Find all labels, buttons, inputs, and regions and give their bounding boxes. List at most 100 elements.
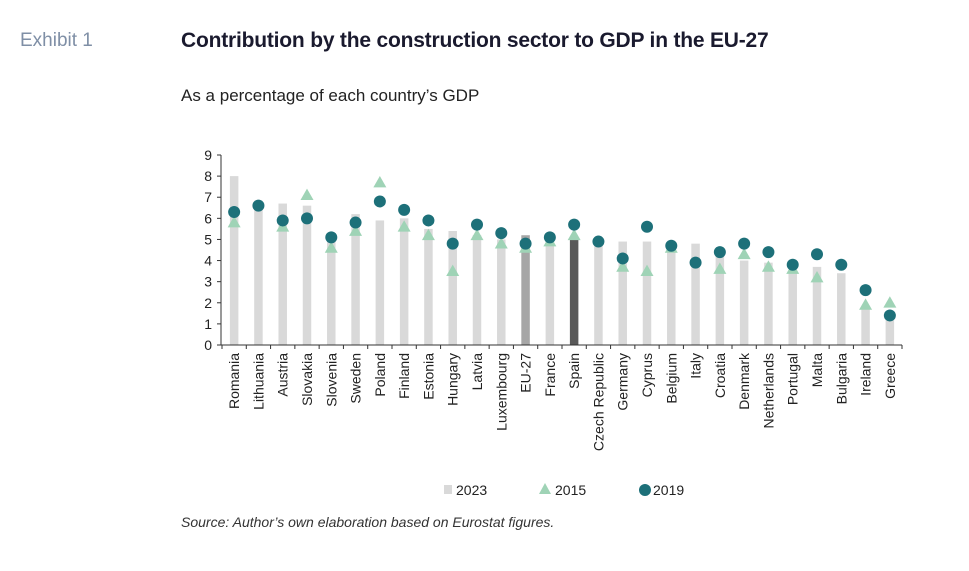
x-tick-label: Germany [615, 353, 631, 411]
point-2019 [495, 227, 508, 240]
x-tick-label: Ireland [858, 353, 874, 396]
bar-2023 [594, 239, 603, 345]
x-tick-label: Bulgaria [833, 353, 849, 405]
legend-swatch-2019 [639, 484, 651, 496]
point-2015 [761, 260, 775, 272]
point-2019 [811, 248, 823, 261]
bar-2023 [642, 241, 652, 345]
bar-2023 [739, 260, 749, 345]
point-2015 [494, 237, 508, 249]
bar-2023 [521, 235, 530, 345]
x-tick-label: Luxembourg [493, 353, 509, 431]
x-tick-label: Austria [275, 353, 291, 397]
x-tick-label: Hungary [445, 353, 461, 406]
bar-2023 [812, 266, 822, 345]
x-tick-label: Greece [882, 353, 898, 399]
point-2019 [713, 246, 726, 259]
x-tick-label: Spain [566, 353, 582, 389]
x-tick-label: Poland [372, 353, 388, 397]
bar-2023 [788, 273, 797, 345]
x-tick-label: Denmark [736, 352, 752, 410]
point-2015 [567, 228, 581, 241]
bar-2023 [885, 313, 895, 345]
x-tick-label: Latvia [469, 353, 485, 391]
x-tick-label: Finland [396, 353, 412, 399]
bar-2023 [375, 220, 385, 345]
y-tick-label: 0 [204, 337, 212, 353]
point-2019 [252, 199, 265, 212]
point-2015 [859, 298, 873, 310]
x-tick-label: Lithuania [250, 353, 266, 410]
chart-title: Contribution by the construction sector … [181, 29, 769, 52]
point-2019 [786, 258, 799, 271]
x-tick-label: Portugal [785, 353, 801, 405]
x-tick-label: Netherlands [760, 353, 776, 429]
y-tick-label: 6 [204, 210, 212, 226]
point-2019 [689, 256, 702, 269]
bar-2023 [424, 228, 433, 345]
bar-2023 [691, 243, 700, 345]
legend-label-2015: 2015 [555, 482, 586, 498]
bar-2023 [399, 218, 409, 345]
y-tick-label: 7 [204, 189, 212, 205]
point-2015 [810, 270, 824, 283]
point-2019 [641, 220, 653, 233]
point-2015 [446, 264, 460, 276]
point-2019 [592, 235, 605, 248]
y-tick-label: 5 [204, 231, 212, 247]
point-2019 [422, 214, 435, 227]
y-tick-label: 4 [204, 253, 212, 269]
point-2019 [738, 237, 751, 250]
x-tick-label: Czech Republic [590, 353, 606, 451]
bar-2023 [302, 205, 312, 345]
bar-2023 [497, 239, 506, 345]
point-2019 [471, 218, 483, 231]
bar-2023 [545, 239, 555, 345]
point-2019 [228, 206, 241, 218]
bar-2023 [618, 241, 627, 345]
y-tick-label: 3 [204, 274, 212, 290]
point-2015 [883, 296, 897, 308]
bar-2023 [472, 235, 482, 345]
bar-2023 [327, 233, 336, 345]
point-2015 [640, 264, 654, 276]
point-2019 [446, 237, 459, 250]
source-note: Source: Author’s own elaboration based o… [181, 514, 555, 530]
point-2019 [543, 231, 556, 244]
point-2015 [373, 175, 387, 188]
bar-2023 [278, 203, 287, 345]
bar-2023 [837, 273, 846, 345]
point-2015 [470, 228, 484, 241]
bar-2023 [448, 231, 457, 345]
x-tick-label: Belgium [663, 353, 679, 404]
legend-label-2023: 2023 [456, 482, 487, 498]
x-tick-label: France [542, 353, 558, 397]
y-tick-label: 9 [204, 147, 212, 163]
x-tick-label: Slovenia [323, 353, 339, 407]
bar-2023 [229, 176, 239, 345]
point-2015 [300, 188, 314, 200]
legend-swatch-2023 [444, 485, 452, 494]
point-2015 [349, 224, 363, 236]
exhibit-label: Exhibit 1 [20, 30, 93, 51]
point-2015 [713, 262, 727, 274]
y-tick-label: 8 [204, 168, 212, 184]
point-2019 [835, 258, 848, 271]
point-2015 [324, 241, 338, 253]
x-tick-label: EU-27 [518, 353, 534, 393]
bar-2023 [667, 247, 676, 345]
point-2019 [616, 252, 629, 265]
point-2019 [859, 284, 872, 297]
bar-2023 [569, 239, 579, 345]
point-2019 [301, 212, 313, 225]
bar-2023 [764, 262, 773, 345]
x-tick-label: Malta [809, 353, 825, 387]
point-2015 [616, 260, 630, 272]
point-2019 [883, 309, 896, 322]
point-2019 [762, 246, 775, 259]
point-2019 [373, 195, 386, 208]
x-tick-label: Estonia [420, 353, 436, 400]
bar-2023 [254, 203, 263, 345]
x-tick-label: Cyprus [639, 353, 655, 397]
